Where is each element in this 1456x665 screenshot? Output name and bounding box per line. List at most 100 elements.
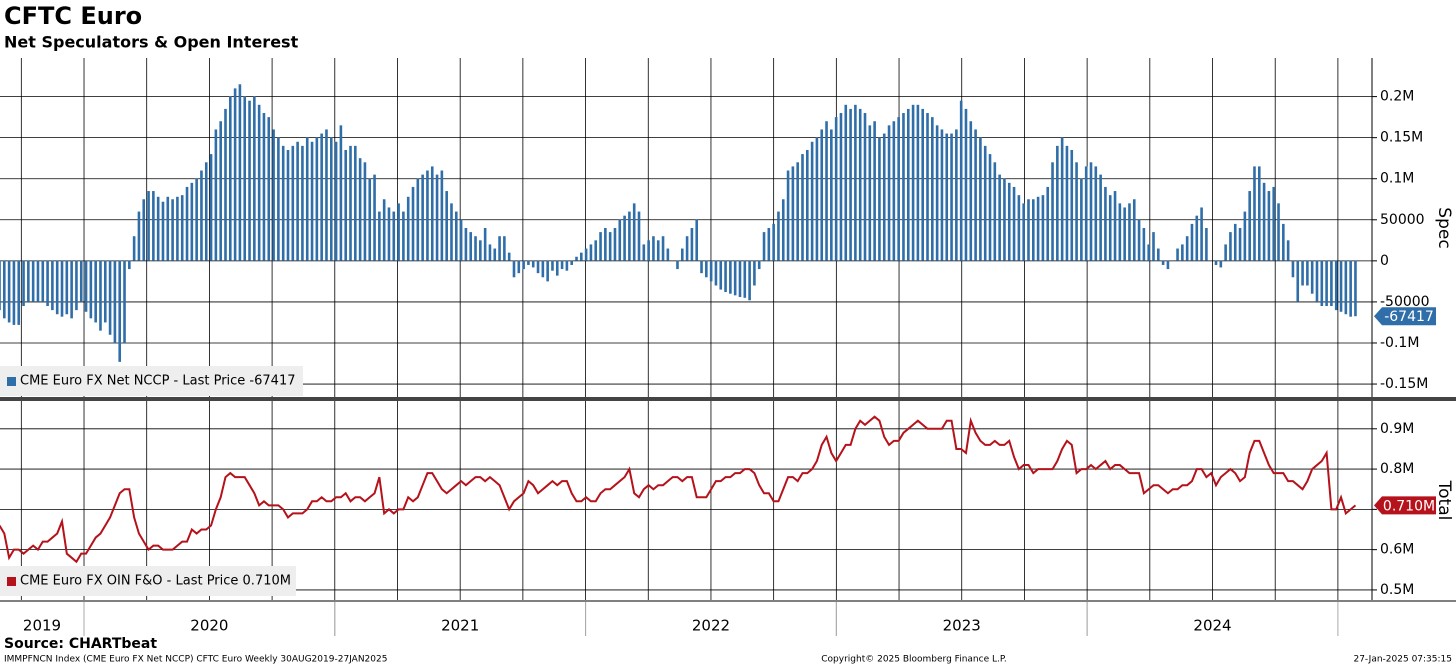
bar — [955, 129, 958, 261]
bar — [998, 174, 1001, 261]
bar — [570, 260, 573, 265]
bar — [488, 244, 492, 261]
bar — [440, 170, 444, 261]
bar — [378, 211, 381, 261]
bar — [0, 260, 1, 311]
bar — [1291, 260, 1295, 278]
bar — [584, 248, 588, 261]
bar — [935, 125, 939, 261]
bar — [647, 240, 650, 261]
bar — [786, 170, 790, 261]
bar — [666, 248, 670, 261]
bar — [479, 240, 482, 261]
bar — [868, 125, 872, 261]
bar — [849, 108, 852, 261]
last-price-tag — [1374, 307, 1436, 326]
bar — [277, 137, 280, 261]
y-tick-label: 0.5M — [1380, 582, 1414, 598]
bar — [60, 260, 64, 317]
bar — [1003, 178, 1006, 261]
bar — [916, 104, 920, 261]
bar — [349, 145, 352, 261]
footer-copyright: Copyright© 2025 Bloomberg Finance L.P. — [821, 655, 1006, 665]
bar — [445, 191, 448, 261]
bar — [1152, 232, 1155, 261]
bar — [180, 195, 184, 261]
bar — [541, 260, 545, 278]
x-year-label: 2020 — [190, 617, 228, 635]
bar — [700, 260, 703, 274]
bar — [911, 104, 915, 261]
bar — [84, 260, 88, 312]
bar — [594, 240, 598, 261]
x-year-label: 2021 — [441, 617, 479, 635]
bar — [1027, 199, 1030, 261]
legend-label: CME Euro FX OIN F&O - Last Price 0.710M — [20, 574, 291, 589]
bar — [1224, 244, 1227, 261]
bar — [1176, 248, 1179, 261]
bar — [854, 104, 857, 261]
bar — [1104, 186, 1107, 261]
bar — [1070, 149, 1074, 261]
bar — [1185, 236, 1189, 261]
bar — [27, 260, 30, 302]
bar — [623, 215, 626, 261]
bar — [613, 228, 617, 261]
bar — [1166, 260, 1170, 270]
bar — [796, 162, 799, 261]
bar — [1286, 240, 1290, 261]
bar — [680, 248, 684, 261]
bar — [974, 129, 977, 261]
bar — [387, 207, 391, 261]
bar — [450, 203, 453, 261]
bar — [522, 260, 525, 270]
bar — [1022, 203, 1025, 261]
y-tick-label: -50000 — [1380, 294, 1430, 310]
bar — [454, 211, 458, 261]
bar — [281, 145, 285, 261]
bar — [382, 199, 386, 261]
bar — [1080, 178, 1083, 261]
bar — [690, 228, 694, 261]
bar — [1060, 137, 1064, 261]
bar — [108, 260, 112, 335]
bar — [75, 260, 78, 311]
bar — [940, 129, 944, 261]
bar — [565, 260, 569, 271]
bar — [575, 256, 578, 261]
bar — [113, 260, 117, 343]
x-year-label: 2019 — [23, 617, 61, 635]
bar — [878, 137, 881, 261]
legend-swatch — [7, 377, 16, 386]
bar — [301, 145, 304, 261]
bar — [1190, 223, 1194, 261]
bar — [560, 260, 564, 270]
bar — [1257, 166, 1261, 261]
bar — [103, 260, 107, 323]
bar — [1195, 215, 1199, 261]
bar — [1084, 166, 1088, 261]
bar — [661, 236, 665, 261]
y-tick-label: 0 — [1380, 253, 1389, 269]
bar — [1330, 260, 1333, 307]
bar — [286, 149, 290, 261]
bar — [1094, 166, 1098, 261]
bar — [1200, 207, 1203, 261]
bar — [1334, 260, 1338, 311]
bar — [421, 174, 424, 261]
bar — [724, 260, 727, 293]
bar — [1238, 228, 1242, 261]
bar — [368, 178, 372, 261]
bar — [325, 129, 328, 261]
bar — [51, 260, 54, 311]
bar — [224, 108, 227, 261]
bar — [320, 133, 323, 261]
bar — [402, 211, 405, 261]
bar — [1089, 162, 1093, 261]
bar — [1272, 186, 1276, 261]
bar — [1229, 232, 1232, 261]
bar — [228, 96, 232, 261]
bar — [171, 199, 174, 261]
bar — [1243, 211, 1247, 261]
